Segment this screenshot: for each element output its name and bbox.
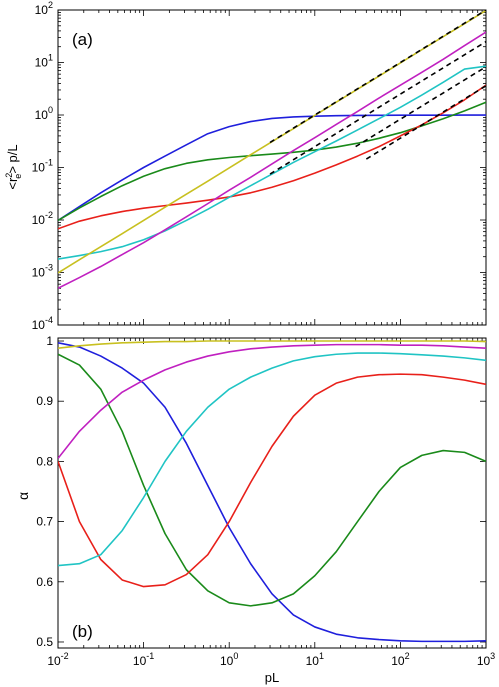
panel-a-label: (a) xyxy=(72,30,93,49)
y-tick-label: 10-1 xyxy=(32,158,53,175)
panel-b-label: (b) xyxy=(72,622,93,641)
x-tick-label: 102 xyxy=(391,651,409,668)
panel-b-series xyxy=(58,340,486,643)
x-tick-label: 101 xyxy=(306,651,324,668)
panel-b-frame xyxy=(57,337,487,649)
x-tick-label: 10-2 xyxy=(47,651,68,668)
series-line xyxy=(58,84,486,230)
series-line xyxy=(58,352,486,567)
y-tick-label: 0.9 xyxy=(36,394,53,408)
x-tick-label: 103 xyxy=(477,651,495,668)
series-line xyxy=(58,353,486,607)
panel-a-series xyxy=(58,10,486,290)
asymptote-dashed-line xyxy=(355,66,486,148)
panel-a: (a) <r2e> p/L 10-4 10-3 10-2 10-1 100 101 102 xyxy=(4,0,487,332)
y-tick-label: 10-4 xyxy=(32,315,53,332)
series-line xyxy=(58,343,486,459)
y-tick-label: 0.8 xyxy=(36,454,53,468)
panel-b-ticks: 0.5 0.6 0.7 0.8 0.9 1 10-2 10-1 100 101 102 103 xyxy=(36,334,495,668)
panel-b-y-axis-label: α xyxy=(15,492,31,500)
x-tick-label: 10-1 xyxy=(133,651,154,668)
series-line xyxy=(58,31,486,290)
panel-a-y-axis-label: <r2e> p/L xyxy=(4,144,23,189)
series-line xyxy=(58,114,486,222)
y-tick-label: 101 xyxy=(35,53,53,70)
series-line xyxy=(58,65,486,260)
y-tick-label: 10-2 xyxy=(32,210,53,227)
y-tick-label: 1 xyxy=(46,334,53,348)
y-tick-label: 102 xyxy=(35,0,53,17)
asymptote-dashed-line xyxy=(269,10,486,144)
y-tick-label: 100 xyxy=(35,105,53,122)
series-line xyxy=(58,373,486,588)
asymptote-dashed-line xyxy=(269,40,486,175)
panel-b: (b) α pL 0.5 0.6 0.7 0.8 0.9 1 10-2 10-1 100 101 1… xyxy=(15,334,495,685)
y-tick-label: 0.7 xyxy=(36,515,53,529)
panel-a-ticks: 10-4 10-3 10-2 10-1 100 101 102 xyxy=(32,0,487,332)
y-tick-label: 10-3 xyxy=(32,263,53,280)
series-line xyxy=(58,340,486,350)
series-line xyxy=(58,342,486,643)
y-tick-label: 0.5 xyxy=(36,635,53,649)
x-tick-label: 100 xyxy=(220,651,238,668)
panel-a-frame xyxy=(57,9,487,326)
panel-b-x-axis-label: pL xyxy=(265,670,279,685)
y-tick-label: 0.6 xyxy=(36,575,53,589)
series-line xyxy=(58,101,486,222)
